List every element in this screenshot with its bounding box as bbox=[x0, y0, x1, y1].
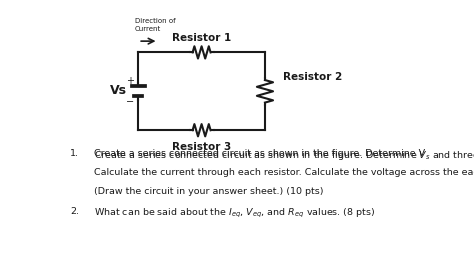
Text: What can be said about the $I_{eq}$, $V_{eq}$, and $R_{eq}$ values. (8 pts): What can be said about the $I_{eq}$, $V_… bbox=[94, 207, 375, 220]
Text: 2.: 2. bbox=[70, 207, 79, 216]
Text: Calculate the current through each resistor. Calculate the voltage across the ea: Calculate the current through each resis… bbox=[94, 168, 474, 177]
Text: Create a series connected circuit as shown in the figure. Determine V: Create a series connected circuit as sho… bbox=[94, 149, 425, 158]
Text: Create a series connected circuit as shown in the figure. Determine $V_s$ and th: Create a series connected circuit as sho… bbox=[94, 149, 474, 162]
Text: (Draw the circuit in your answer sheet.) (10 pts): (Draw the circuit in your answer sheet.)… bbox=[94, 186, 324, 196]
Text: −: − bbox=[126, 97, 134, 107]
Text: Vs: Vs bbox=[109, 84, 127, 97]
Text: Resistor 3: Resistor 3 bbox=[172, 142, 231, 152]
Text: +: + bbox=[126, 76, 134, 86]
Text: Resistor 1: Resistor 1 bbox=[172, 33, 231, 43]
Text: 1.: 1. bbox=[70, 149, 79, 158]
Text: Resistor 2: Resistor 2 bbox=[283, 72, 343, 82]
Text: Direction of
Current: Direction of Current bbox=[135, 18, 175, 32]
